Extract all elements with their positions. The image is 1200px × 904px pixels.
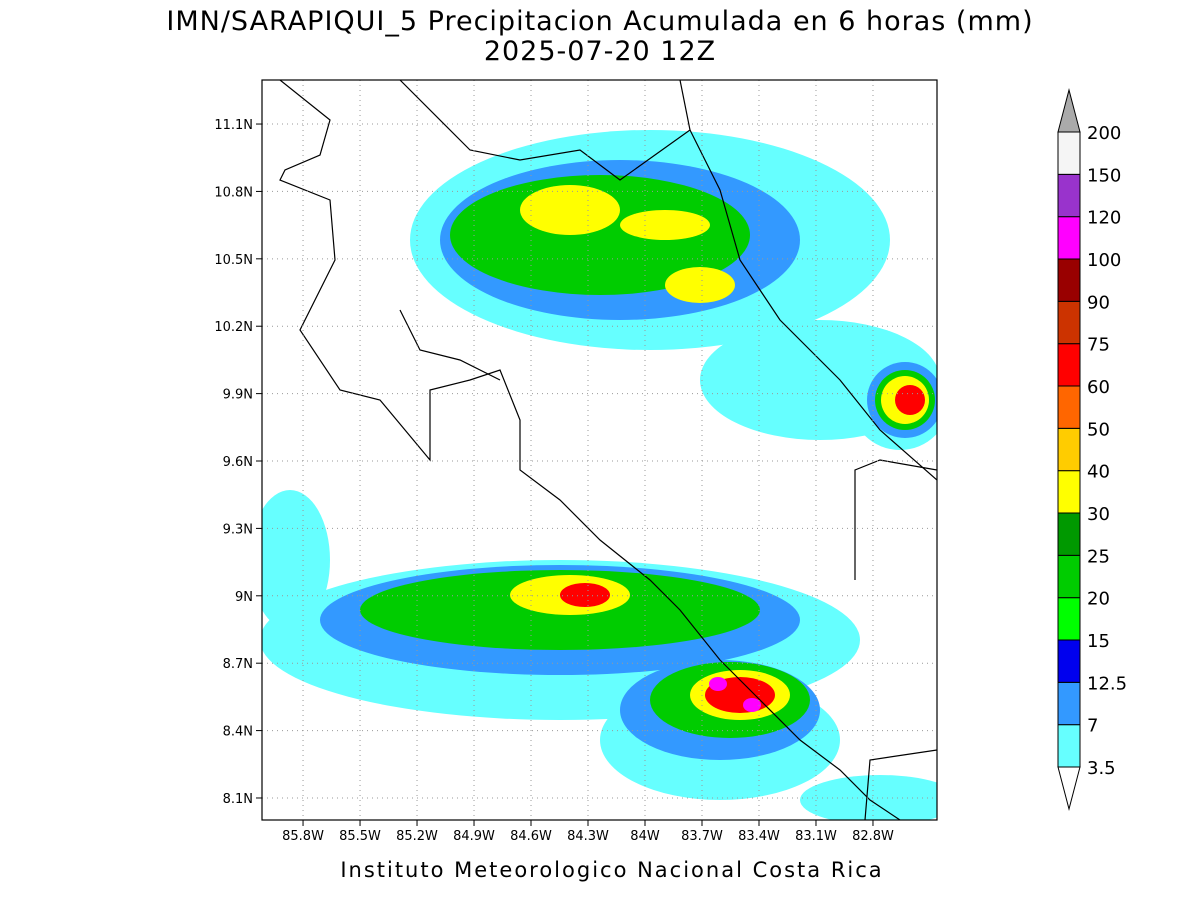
colorbar-label: 40 <box>1087 462 1110 483</box>
map-frame <box>261 79 938 821</box>
x-tick-label: 84.6W <box>510 829 552 844</box>
x-tick-label: 83.1W <box>795 829 837 844</box>
x-tick-label: 83.7W <box>681 829 723 844</box>
y-tick-label: 11.1N <box>214 118 253 133</box>
colorbar-box <box>1057 639 1081 683</box>
colorbar-box <box>1057 470 1081 514</box>
colorbar-box <box>1057 216 1081 260</box>
y-tick-label: 10.2N <box>214 320 253 335</box>
colorbar-box <box>1057 343 1081 387</box>
colorbar-over <box>1057 88 1081 133</box>
y-tick-label: 9.6N <box>223 455 253 470</box>
colorbar-label: 50 <box>1087 419 1110 440</box>
colorbar-label: 200 <box>1087 123 1121 144</box>
colorbar-label: 12.5 <box>1087 673 1127 694</box>
x-tick-label: 84W <box>630 829 660 844</box>
x-tick-label: 85.2W <box>396 829 438 844</box>
colorbar-box <box>1057 258 1081 302</box>
axes: 85.8W 85.5W 85.2W 84.9W 84.6W 84.3W 84W 83.7W 83… <box>214 80 937 844</box>
x-tick-label: 84.3W <box>567 829 609 844</box>
colorbar-label: 20 <box>1087 589 1110 610</box>
precip-field <box>262 80 937 820</box>
footer: Instituto Meteorologico Nacional Costa R… <box>340 858 883 882</box>
colorbar-label: 7 <box>1087 716 1098 737</box>
colorbar-box <box>1057 173 1081 218</box>
colorbar-label: 15 <box>1087 631 1110 652</box>
y-tick-label: 8.7N <box>223 657 253 672</box>
colorbar-box <box>1057 554 1081 599</box>
colorbar-box <box>1057 385 1081 429</box>
y-tick-label: 9N <box>235 590 253 605</box>
colorbar: 3.5 7 12.5 15 20 25 30 40 50 60 75 90 100 120 150 200 <box>1057 88 1127 811</box>
subtitle: 2025-07-20 12Z <box>484 36 716 67</box>
colorbar-box <box>1057 597 1081 641</box>
y-tick-label: 9.3N <box>223 522 253 537</box>
colorbar-label: 90 <box>1087 292 1110 313</box>
x-tick-label: 83.4W <box>738 829 780 844</box>
colorbar-box <box>1057 512 1081 556</box>
y-tick-label: 8.4N <box>223 725 253 740</box>
x-tick-label: 85.8W <box>282 829 324 844</box>
colorbar-label: 120 <box>1087 208 1121 229</box>
title: IMN/SARAPIQUI_5 Precipitacion Acumulada … <box>166 6 1033 37</box>
colorbar-label: 3.5 <box>1087 758 1116 779</box>
colorbar-label: 75 <box>1087 335 1110 356</box>
colorbar-label: 60 <box>1087 377 1110 398</box>
colorbar-under <box>1057 766 1081 811</box>
x-tick-label: 85.5W <box>339 829 381 844</box>
x-tick-label: 82.8W <box>852 829 894 844</box>
colorbar-label: 25 <box>1087 546 1110 567</box>
colorbar-label: 30 <box>1087 504 1110 525</box>
y-tick-label: 10.5N <box>214 253 253 268</box>
colorbar-box <box>1057 300 1081 345</box>
colorbar-box <box>1057 427 1081 472</box>
colorbar-label: 100 <box>1087 250 1121 271</box>
y-tick-label: 9.9N <box>223 388 253 403</box>
colorbar-box <box>1057 131 1081 175</box>
x-tick-label: 84.9W <box>453 829 495 844</box>
colorbar-box <box>1057 681 1081 726</box>
colorbar-box <box>1057 724 1081 768</box>
y-tick-label: 8.1N <box>223 792 253 807</box>
colorbar-label: 150 <box>1087 165 1121 186</box>
y-tick-label: 10.8N <box>214 185 253 200</box>
